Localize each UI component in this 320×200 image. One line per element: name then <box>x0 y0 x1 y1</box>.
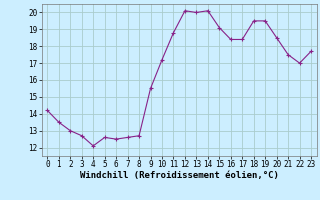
X-axis label: Windchill (Refroidissement éolien,°C): Windchill (Refroidissement éolien,°C) <box>80 171 279 180</box>
